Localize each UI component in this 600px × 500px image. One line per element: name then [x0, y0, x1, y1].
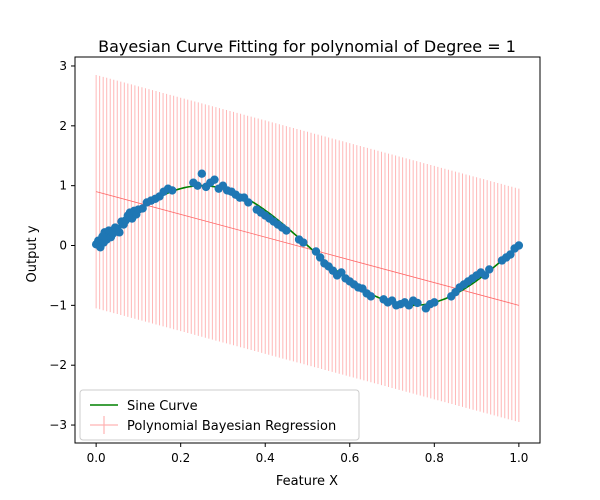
- data-point: [138, 204, 147, 213]
- legend-sine-label: Sine Curve: [127, 399, 198, 414]
- x-tick-label: 0.4: [256, 451, 275, 465]
- legend-regression-label: Polynomial Bayesian Regression: [127, 419, 336, 434]
- x-tick-label: 0.0: [87, 451, 106, 465]
- data-point: [413, 298, 422, 308]
- x-tick-label: 0.8: [425, 451, 444, 465]
- x-tick-label: 1.0: [509, 451, 528, 465]
- data-point: [193, 181, 202, 190]
- data-point: [480, 271, 490, 280]
- y-tick-label: 3: [59, 59, 67, 73]
- data-point: [315, 253, 325, 262]
- data-point: [168, 186, 177, 195]
- data-point: [506, 250, 515, 259]
- y-tick-label: −1: [49, 298, 67, 312]
- legend-box: [79, 389, 360, 441]
- y-tick-label: −2: [49, 358, 67, 372]
- legend: Sine Curve Polynomial Bayesian Regressio…: [79, 389, 360, 441]
- data-point: [485, 265, 494, 274]
- x-tick-label: 0.6: [340, 451, 359, 465]
- y-tick-label: 2: [59, 119, 67, 133]
- data-point: [514, 241, 524, 250]
- x-axis-label: Feature X: [276, 474, 338, 489]
- data-point: [366, 292, 376, 301]
- plot-layer: [91, 74, 524, 423]
- data-point: [210, 175, 219, 184]
- data-point: [311, 247, 321, 256]
- data-point: [337, 268, 346, 277]
- y-tick-label: 0: [59, 239, 67, 253]
- axes-frame: [74, 56, 541, 444]
- data-point: [282, 226, 291, 235]
- data-point: [115, 228, 124, 237]
- x-tick-label: 0.2: [171, 451, 190, 465]
- y-axis-label: Output y: [25, 225, 40, 282]
- data-point: [299, 238, 308, 247]
- regression-mean-line: [96, 191, 519, 306]
- data-point: [244, 198, 253, 207]
- axes-layer: 0.0 0.2 0.4 0.6 0.8 1.0 −3 −2 −1 0 1 2 3: [49, 56, 541, 465]
- data-point: [197, 169, 207, 178]
- y-tick-label: −3: [49, 418, 67, 432]
- chart-title: Bayesian Curve Fitting for polynomial of…: [98, 37, 516, 56]
- data-point: [430, 298, 439, 307]
- y-tick-label: 1: [59, 179, 67, 193]
